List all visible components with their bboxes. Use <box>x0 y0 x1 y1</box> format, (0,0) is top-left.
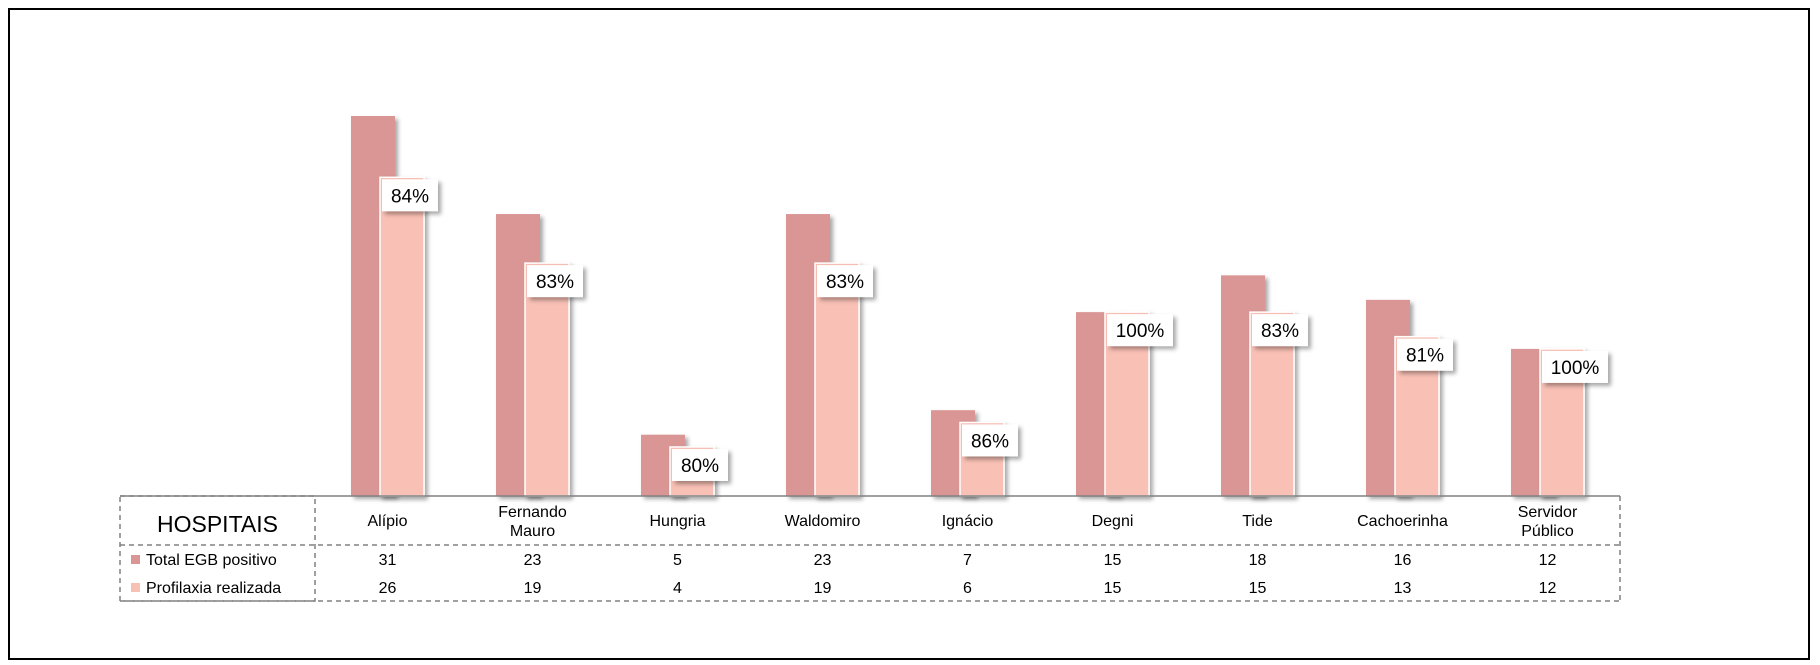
legend-swatch <box>131 555 140 564</box>
table-header-column <box>119 495 316 602</box>
data-label-box <box>1397 338 1453 371</box>
table-cell-value: 15 <box>1249 580 1267 597</box>
x-tick-label: Hungria <box>649 513 705 530</box>
table-cell-value: 16 <box>1394 552 1412 569</box>
data-label-box <box>1107 314 1173 347</box>
data-label: 100% <box>1116 321 1165 342</box>
x-tick-label: Cachoerinha <box>1357 513 1448 530</box>
table-cell-value: 18 <box>1249 552 1267 569</box>
table-cell-value: 5 <box>673 552 682 569</box>
x-tick-label: Alípio <box>367 513 407 530</box>
table-cell-value: 31 <box>379 552 397 569</box>
table-cell-value: 13 <box>1394 580 1412 597</box>
data-label: 83% <box>1261 321 1299 342</box>
table-cell-value: 15 <box>1104 552 1122 569</box>
chart-frame <box>8 8 1810 660</box>
data-label: 100% <box>1551 358 1600 379</box>
data-label: 86% <box>971 431 1009 452</box>
data-label: 81% <box>1406 346 1444 367</box>
x-tick-label: Fernando Mauro <box>498 504 567 540</box>
table-cell-value: 19 <box>524 580 542 597</box>
data-label: 80% <box>681 456 719 477</box>
legend-swatch <box>131 583 140 592</box>
table-cell-value: 15 <box>1104 580 1122 597</box>
legend-label: Profilaxia realizada <box>146 580 281 597</box>
table-cell-value: 23 <box>524 552 542 569</box>
bar-profilaxia-realizada <box>814 262 860 497</box>
x-tick-label: Servidor Público <box>1518 504 1578 540</box>
data-label: 83% <box>826 272 864 293</box>
table-header-label: HOSPITAIS <box>157 511 278 537</box>
bar-profilaxia-realizada <box>379 176 425 497</box>
data-label-box <box>672 448 728 481</box>
table-cell-value: 19 <box>814 580 832 597</box>
data-label: 83% <box>536 272 574 293</box>
data-label-box <box>962 424 1018 457</box>
data-label: 84% <box>391 186 429 207</box>
table-cell-value: 26 <box>379 580 397 597</box>
x-tick-label: Degni <box>1092 513 1134 530</box>
data-label-box <box>382 179 438 212</box>
data-label-box <box>527 265 583 298</box>
x-tick-label: Ignácio <box>942 513 994 530</box>
data-label-box <box>1252 314 1308 347</box>
x-tick-label: Tide <box>1242 513 1273 530</box>
table-cell-value: 12 <box>1539 580 1557 597</box>
bar-profilaxia-realizada <box>524 262 570 497</box>
data-label-box <box>1542 350 1608 383</box>
table-cell-value: 4 <box>673 580 682 597</box>
table-cell-value: 12 <box>1539 552 1557 569</box>
legend-label: Total EGB positivo <box>146 552 277 569</box>
table-cell-value: 6 <box>963 580 972 597</box>
x-tick-label: Waldomiro <box>785 513 861 530</box>
table-cell-value: 23 <box>814 552 832 569</box>
data-labels-layer: 84% 83% 80% 83% 86% 100% 83% 81% 100% <box>382 179 1608 481</box>
table-cell-value: 7 <box>963 552 972 569</box>
data-label-box <box>817 265 873 298</box>
data-table: HOSPITAIS Alípio Fernando Mauro Hungria Waldo… <box>119 495 1621 602</box>
